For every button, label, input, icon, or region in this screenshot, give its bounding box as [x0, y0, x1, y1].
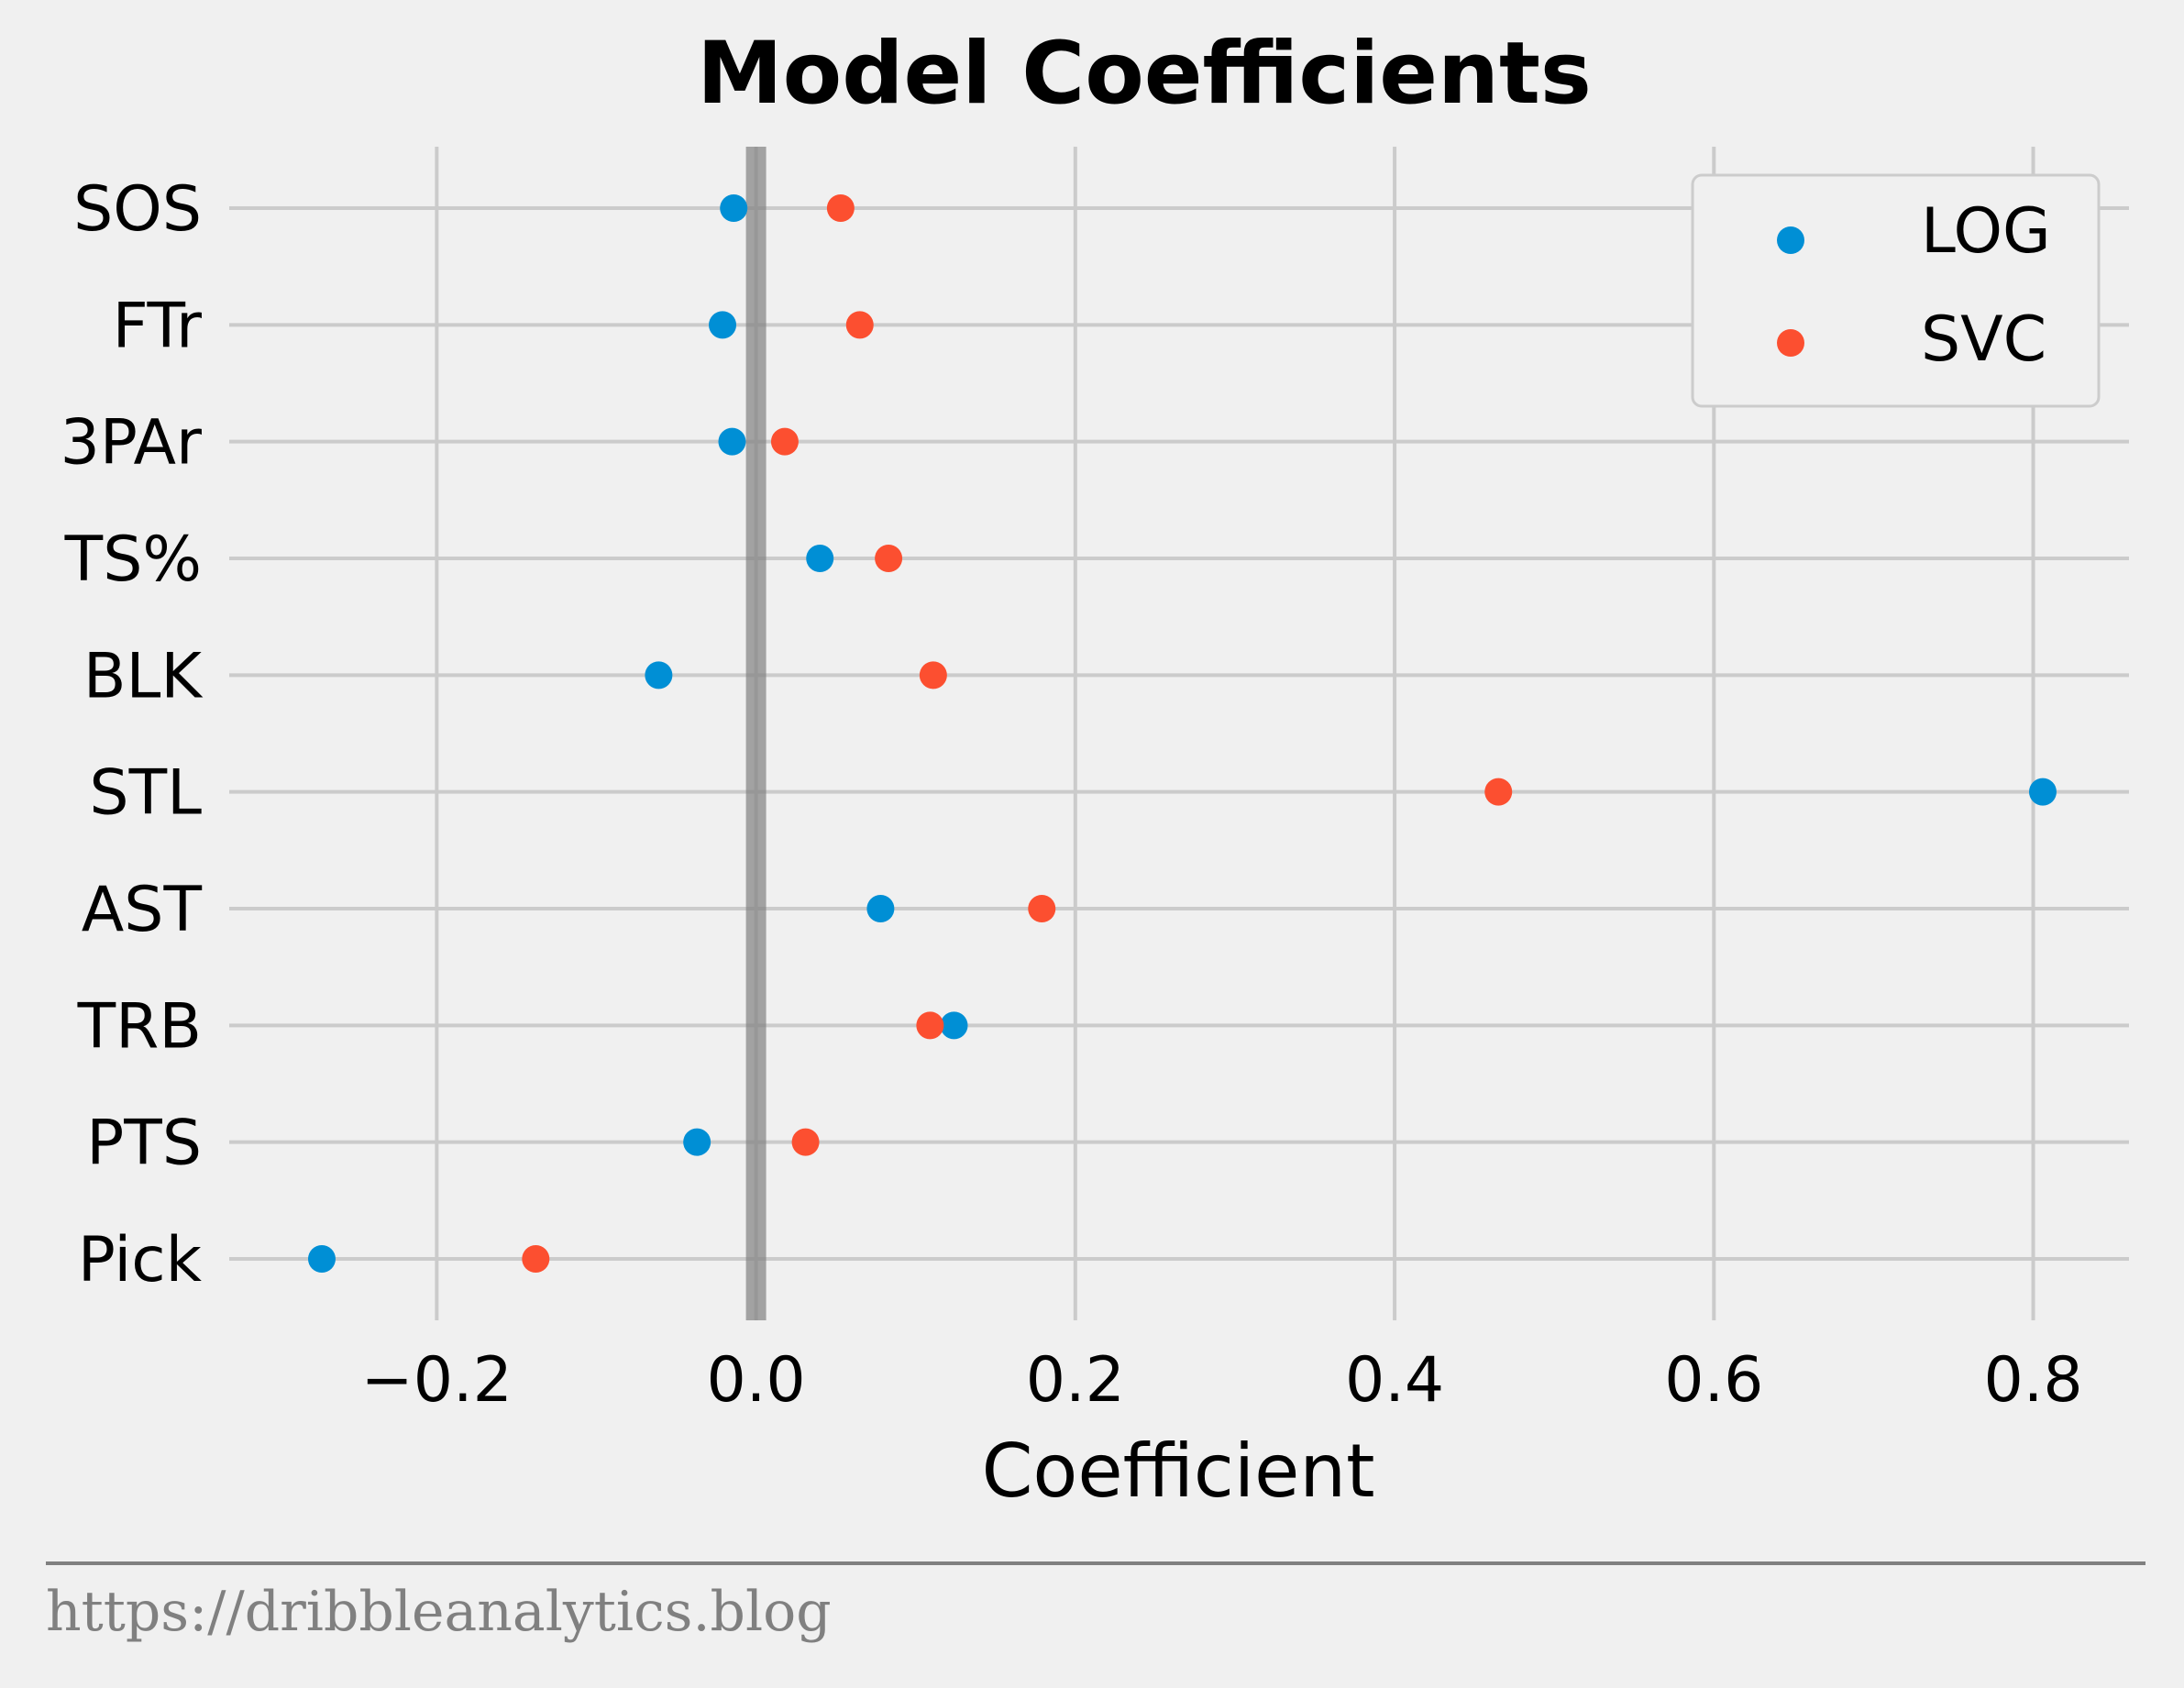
x-tick-label: 0.0 — [707, 1344, 806, 1417]
x-tick-label: 0.2 — [1026, 1344, 1125, 1417]
point-svc — [916, 1011, 944, 1040]
point-log — [806, 545, 834, 572]
point-svc — [522, 1245, 550, 1273]
point-svc — [919, 661, 947, 690]
legend-marker-log — [1777, 226, 1804, 254]
x-tick-label: 0.4 — [1345, 1344, 1444, 1417]
x-tick-label: 0.8 — [1983, 1344, 2082, 1417]
point-log — [2028, 778, 2057, 806]
point-svc — [1028, 895, 1056, 922]
y-tick-label: BLK — [83, 640, 204, 712]
footer-source: https://dribbleanalytics.blog — [46, 1580, 832, 1644]
x-tick-label: 0.6 — [1664, 1344, 1763, 1417]
legend-label-svc: SVC — [1921, 303, 2046, 376]
y-tick-label: STL — [89, 757, 202, 830]
point-svc — [845, 311, 874, 339]
point-log — [709, 311, 737, 339]
point-svc — [826, 194, 855, 222]
point-svc — [1484, 778, 1513, 806]
point-log — [718, 427, 746, 456]
plot-area: −0.2 0.0 0.2 0.4 0.6 0.8 Pick PTS TRB AST STL BLK TS… — [61, 147, 2129, 1417]
chart-title: Model Coefficients — [697, 24, 1592, 124]
x-axis-label: Coefficient — [982, 1429, 1375, 1514]
y-tick-label: PTS — [86, 1108, 202, 1180]
legend-marker-svc — [1777, 329, 1804, 357]
y-tick-label: TS% — [64, 524, 202, 596]
y-tick-label: TRB — [77, 990, 202, 1063]
point-svc — [791, 1128, 820, 1156]
x-tick-label: −0.2 — [361, 1344, 513, 1417]
point-log — [720, 194, 748, 222]
y-tick-label: SOS — [73, 173, 202, 246]
point-log — [683, 1128, 711, 1156]
legend-label-log: LOG — [1921, 195, 2051, 268]
point-log — [940, 1011, 968, 1040]
point-log — [307, 1245, 336, 1273]
point-log — [645, 661, 673, 690]
point-log — [866, 895, 895, 922]
point-svc — [770, 427, 799, 456]
y-tick-label: AST — [82, 874, 203, 946]
y-tick-label: 3PAr — [61, 407, 202, 480]
y-tick-label: Pick — [78, 1224, 203, 1296]
y-tick-label: FTr — [113, 290, 202, 362]
legend: LOG SVC — [1691, 173, 2101, 408]
point-svc — [875, 545, 903, 572]
